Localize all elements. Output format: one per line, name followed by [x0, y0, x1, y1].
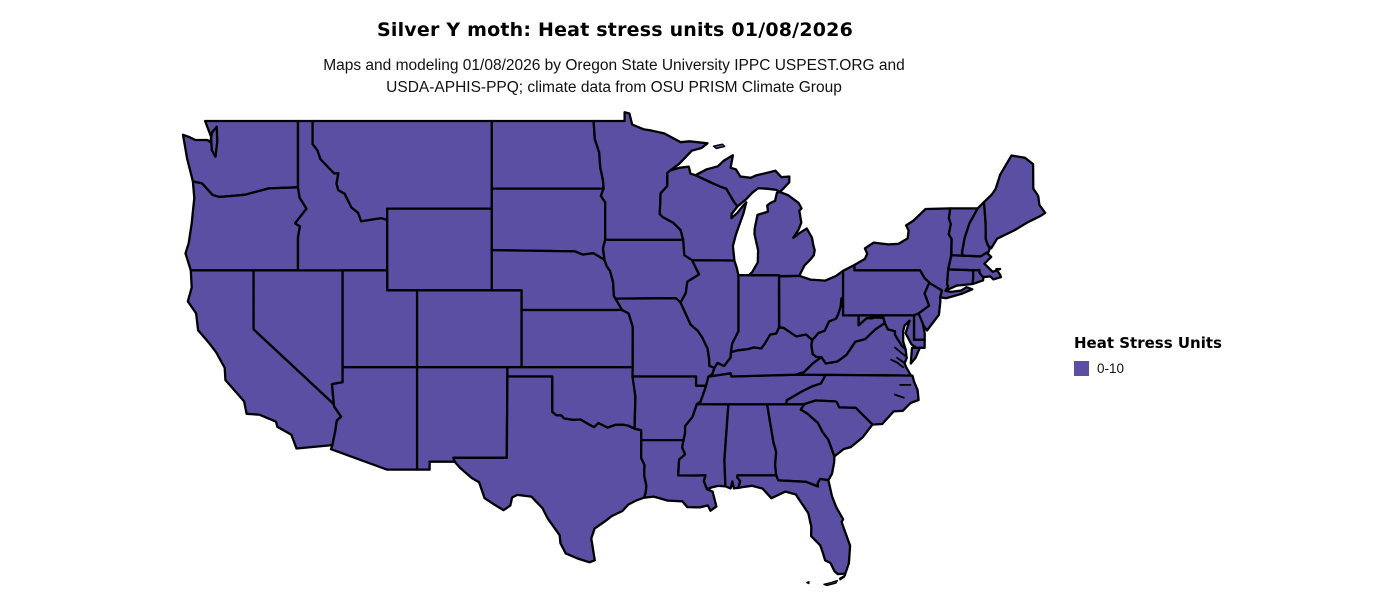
state-SC	[799, 399, 874, 458]
legend-color-swatch	[1074, 361, 1089, 376]
water-detail-james-river	[890, 358, 904, 369]
state-WY	[386, 207, 493, 292]
map-title: Silver Y moth: Heat stress units 01/08/2…	[376, 19, 853, 41]
state-AZ	[329, 366, 419, 471]
legend-entry: 0-10	[1074, 361, 1222, 376]
state-NM	[415, 366, 509, 471]
state-PA	[841, 263, 932, 317]
legend-title: Heat Stress Units	[1074, 334, 1222, 352]
state-CO	[415, 289, 523, 369]
island-dry-tortugas	[806, 581, 810, 585]
island-florida-keys-lower	[823, 579, 839, 587]
state-OH	[777, 269, 845, 342]
state-MI	[694, 154, 816, 278]
subtitle-line-2: USDA-APHIS-PPQ; climate data from OSU PR…	[386, 79, 842, 97]
state-TX	[452, 375, 648, 564]
legend-entries: 0-10	[1074, 361, 1222, 376]
legend-entry-label: 0-10	[1097, 361, 1125, 376]
island-florida-keys-upper	[838, 574, 847, 581]
state-OR	[184, 180, 308, 272]
water-detail-potomac-upper	[865, 316, 877, 320]
island-isle-royale	[712, 143, 726, 150]
subtitle-line-1: Maps and modeling 01/08/2026 by Oregon S…	[323, 57, 905, 74]
state-SD	[490, 187, 607, 262]
water-detail-york-river	[896, 356, 905, 364]
state-ME	[982, 154, 1047, 250]
legend: Heat Stress Units 0-10	[1074, 334, 1222, 376]
water-detail-rappahannock-river	[894, 346, 907, 357]
map-subtitle: Maps and modeling 01/08/2026 by Oregon S…	[0, 55, 1228, 100]
water-detail-pamlico-sound	[894, 393, 905, 399]
state-MD	[857, 314, 926, 351]
state-KS	[520, 308, 634, 369]
state-ND	[490, 119, 605, 190]
state-IL	[679, 258, 740, 369]
state-FL	[736, 474, 852, 576]
